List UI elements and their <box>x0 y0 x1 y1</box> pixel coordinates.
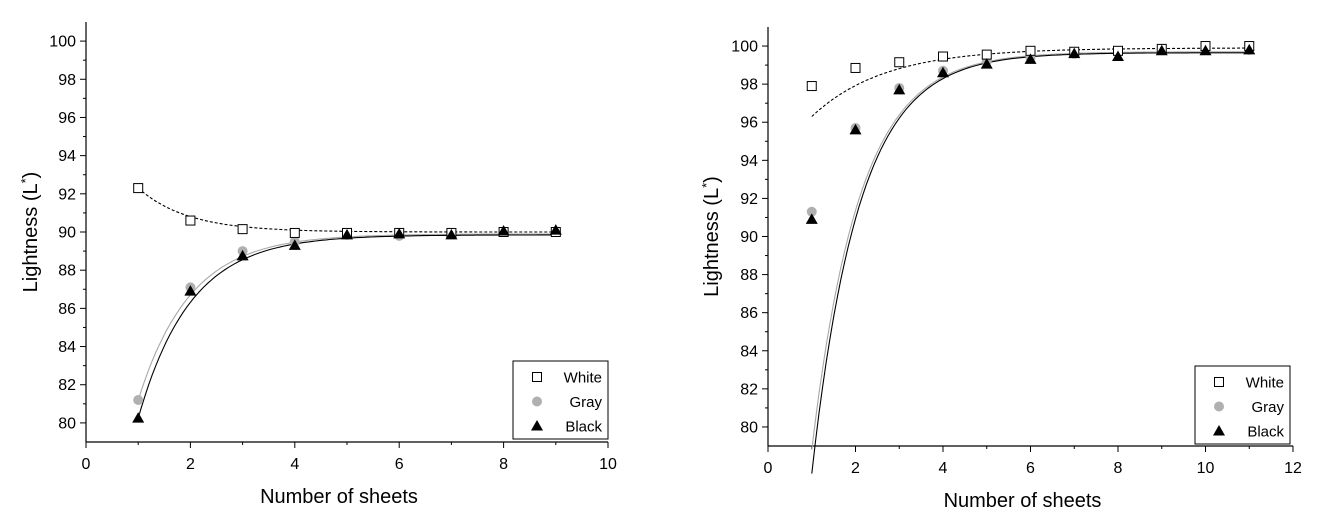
legend-label-gray: Gray <box>569 394 602 411</box>
y-tick-label: 90 <box>58 225 76 242</box>
y-tick-label: 96 <box>58 110 76 127</box>
x-tick-label: 8 <box>1114 460 1123 477</box>
y-tick-label: 88 <box>740 267 758 284</box>
point-white <box>289 227 300 238</box>
point-black <box>1155 44 1168 56</box>
point-white <box>237 224 248 235</box>
y-tick-label: 94 <box>740 153 758 170</box>
legend-label-black: Black <box>565 419 602 436</box>
y-tick-label: 92 <box>58 186 76 203</box>
point-white <box>938 51 948 62</box>
legend-label-black: Black <box>1247 424 1284 441</box>
point-white <box>894 57 905 68</box>
x-tick-label: 4 <box>939 460 948 477</box>
y-tick-label: 92 <box>740 191 758 208</box>
point-black <box>1068 47 1081 59</box>
y-tick-label: 80 <box>58 415 76 432</box>
point-black <box>805 213 818 224</box>
y-tick-label: 84 <box>58 339 76 356</box>
legend-box <box>1194 365 1291 445</box>
x-tick-label: 0 <box>764 460 773 477</box>
legend-box <box>512 360 609 440</box>
x-tick-label: 8 <box>499 456 508 473</box>
chart-left: 80 82 84 86 88 90 92 94 96 98 100 0 2 4 6 8 10 Number of … <box>18 22 617 508</box>
point-white <box>185 215 196 226</box>
point-gray <box>133 395 144 405</box>
fit-curve-white <box>137 187 556 233</box>
point-black <box>132 412 145 423</box>
point-white <box>981 49 992 60</box>
y-tick-label: 100 <box>49 34 76 51</box>
y-tick-label: 100 <box>731 39 758 56</box>
fit-curve-gray <box>137 233 556 401</box>
point-black <box>849 123 862 135</box>
fit-curve-black <box>137 234 556 419</box>
point-black <box>1112 50 1124 62</box>
y-tick-label: 86 <box>58 301 76 318</box>
y-tick-label: 84 <box>740 343 758 360</box>
point-black <box>236 249 249 261</box>
y-tick-label: 82 <box>58 377 76 394</box>
legend-marker-gray <box>1214 401 1224 412</box>
y-tick-label: 98 <box>58 72 76 89</box>
point-black <box>288 239 301 250</box>
point-black <box>445 228 458 240</box>
legend-marker-gray <box>532 396 542 407</box>
legend-label-gray: Gray <box>1251 399 1284 416</box>
legend-label-white: White <box>564 370 602 387</box>
point-black <box>980 58 993 69</box>
point-white <box>806 81 817 92</box>
x-tick-label: 10 <box>1197 460 1215 477</box>
y-tick-label: 98 <box>740 77 758 94</box>
chart-right: 80 82 84 86 88 90 92 94 96 98 100 0 2 4 6 8 10 12 Number o… <box>699 27 1302 512</box>
point-black <box>549 224 562 235</box>
legend-marker-white <box>1214 377 1224 387</box>
legend-marker-black <box>531 420 543 431</box>
x-tick-label: 2 <box>186 456 195 473</box>
y-tick-label: 90 <box>740 229 758 246</box>
x-tick-label: 6 <box>395 456 404 473</box>
point-black <box>1024 53 1037 64</box>
fit-curve-gray <box>811 51 1250 450</box>
y-tick-label: 96 <box>740 115 758 132</box>
point-gray <box>806 206 817 217</box>
point-black <box>937 66 949 78</box>
x-tick-label: 0 <box>82 456 91 473</box>
y-tick-label: 80 <box>740 419 758 436</box>
fit-curve-black <box>811 52 1250 474</box>
x-tick-label: 4 <box>290 456 299 473</box>
legend-label-white: White <box>1246 375 1284 392</box>
point-black <box>393 227 406 239</box>
y-tick-label: 82 <box>740 381 758 398</box>
point-black <box>184 285 197 296</box>
y-tick-label: 86 <box>740 305 758 322</box>
legend-marker-white <box>532 372 542 382</box>
x-axis-label: Number of sheets <box>944 490 1102 512</box>
y-tick-label: 88 <box>58 263 76 280</box>
x-tick-label: 6 <box>1026 460 1035 477</box>
y-tick-label: 94 <box>58 148 76 165</box>
x-axis-label: Number of sheets <box>260 486 418 508</box>
point-black <box>893 83 906 95</box>
fit-curve-white <box>811 47 1250 117</box>
point-black <box>1199 44 1212 56</box>
x-tick-label: 2 <box>851 460 860 477</box>
point-white <box>133 183 144 194</box>
x-tick-label: 10 <box>599 456 617 473</box>
y-axis-label: Lightness (L*) <box>699 176 723 297</box>
y-axis-label: Lightness (L*) <box>18 172 42 293</box>
legend-marker-black <box>1213 425 1225 436</box>
point-black <box>341 228 353 240</box>
point-black <box>1243 43 1256 55</box>
x-tick-label: 12 <box>1284 460 1302 477</box>
point-white <box>850 62 861 73</box>
point-black <box>497 225 510 236</box>
